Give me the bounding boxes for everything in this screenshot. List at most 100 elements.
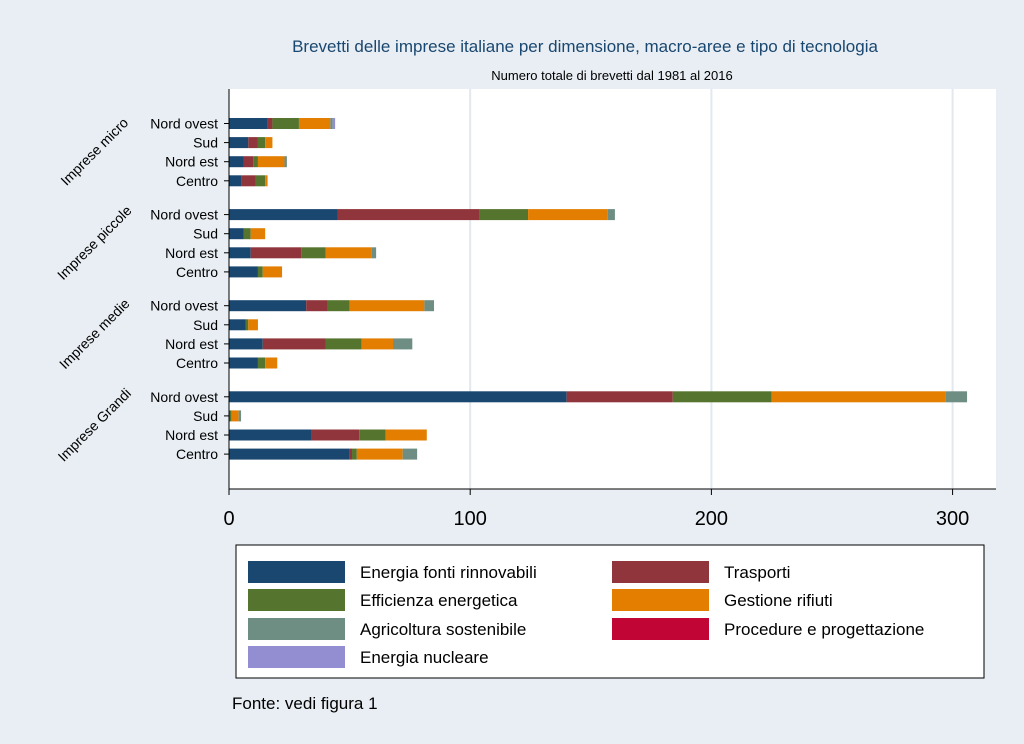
bar-segment [229, 357, 258, 369]
bar-segment [325, 247, 372, 259]
row-label: Centro [176, 446, 218, 462]
bar-segment [248, 137, 258, 149]
bar-segment [359, 429, 386, 441]
plot-area [229, 89, 996, 489]
legend-swatch [612, 618, 709, 640]
bar-segment [330, 118, 333, 129]
row-label: Sud [193, 317, 218, 333]
bar-segment [265, 175, 268, 187]
bar-segment [257, 156, 285, 168]
legend-label: Agricoltura sostenibile [360, 620, 526, 639]
bar-segment [267, 118, 273, 129]
row-label: Nord ovest [150, 298, 218, 314]
bar-segment [528, 209, 608, 221]
legend-label: Energia fonti rinnovabili [360, 563, 537, 582]
bar-segment [229, 338, 263, 350]
bar-segment [356, 448, 403, 460]
bar-segment [352, 448, 357, 460]
bar-segment [301, 247, 326, 259]
bar-segment [229, 156, 244, 168]
bar-segment [229, 429, 312, 441]
bar-segment [284, 156, 287, 168]
bar-segment [229, 300, 307, 312]
legend-label: Efficienza energetica [360, 591, 518, 610]
group-label: Imprese medie [56, 295, 133, 372]
bar-segment [402, 448, 418, 460]
bar-segment [371, 247, 377, 259]
bar-segment [229, 410, 232, 422]
bar-segment [257, 357, 266, 369]
axes: 0 100 200 300 [223, 89, 996, 530]
bar-segment [245, 319, 249, 331]
bar-segment [265, 137, 273, 149]
row-label: Centro [176, 264, 218, 280]
row-label: Sud [193, 226, 218, 242]
x-tick-label: 100 [454, 508, 487, 530]
bar-segment [337, 209, 480, 221]
legend-swatch [248, 561, 345, 583]
bar-segment [238, 410, 242, 422]
bars [229, 118, 968, 460]
bar-segment [325, 338, 362, 350]
legend-label: Energia nucleare [360, 648, 489, 667]
bar-segment [229, 448, 350, 460]
bar-segment [349, 448, 353, 460]
bar-segment [229, 209, 338, 221]
bar-segment [265, 357, 278, 369]
category-labels: Nord ovest Sud Nord est Centro Imprese micro… [54, 114, 218, 464]
row-label: Nord est [165, 245, 218, 261]
bar-segment [385, 429, 427, 441]
bar-segment [393, 338, 413, 350]
bar-segment [229, 228, 244, 240]
row-label: Centro [176, 355, 218, 371]
legend-swatch [612, 561, 709, 583]
row-label: Nord est [165, 427, 218, 443]
legend-swatch [248, 618, 345, 640]
legend-label: Procedure e progettazione [724, 620, 924, 639]
bar-segment [298, 118, 331, 129]
bar-segment [255, 175, 266, 187]
legend-label: Trasporti [724, 563, 790, 582]
bar-segment [243, 156, 254, 168]
row-label: Nord ovest [150, 389, 218, 405]
grid-lines [469, 89, 954, 489]
bar-segment [349, 300, 425, 312]
row-label: Nord ovest [150, 207, 218, 223]
x-tick-label: 200 [695, 508, 728, 530]
group-label: Imprese piccole [54, 202, 135, 283]
bar-segment [253, 156, 258, 168]
bar-segment [229, 247, 251, 259]
group-label: Imprese Grandi [55, 385, 135, 465]
bar-segment [229, 319, 246, 331]
bar-segment [243, 228, 251, 240]
bar-segment [361, 338, 394, 350]
legend-swatch [248, 646, 345, 668]
bar-segment [250, 228, 266, 240]
legend: Energia fonti rinnovabili Trasporti Effici… [248, 561, 924, 668]
bar-segment [229, 118, 268, 129]
group-label: Imprese micro [57, 114, 131, 188]
bar-segment [229, 266, 258, 278]
row-label: Nord ovest [150, 116, 218, 132]
row-label: Centro [176, 173, 218, 189]
bar-segment [262, 338, 326, 350]
bar-segment [771, 391, 946, 403]
bar-segment [272, 118, 299, 129]
bar-segment [231, 410, 239, 422]
bar-segment [332, 118, 336, 129]
bar-segment [607, 209, 615, 221]
legend-swatch [612, 589, 709, 611]
row-label: Nord est [165, 336, 218, 352]
bar-segment [306, 300, 328, 312]
x-tick-label: 0 [223, 508, 234, 530]
row-label: Sud [193, 408, 218, 424]
bar-segment [241, 175, 256, 187]
bar-segment [566, 391, 673, 403]
bar-segment [257, 266, 263, 278]
bar-segment [327, 300, 350, 312]
bar-segment [262, 266, 283, 278]
bar-segment [229, 391, 567, 403]
bar-segment [250, 247, 302, 259]
x-tick-label: 300 [936, 508, 969, 530]
